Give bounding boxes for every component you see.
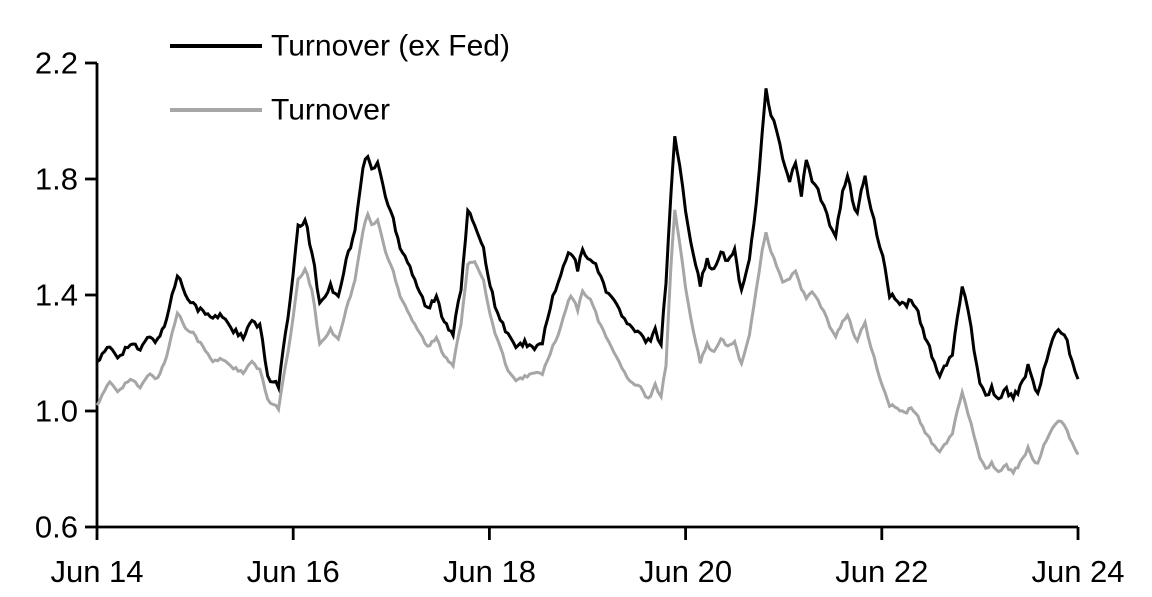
x-tick-label: Jun 22 [835,554,928,589]
x-tick-label: Jun 16 [247,554,340,589]
series-line-turnover-ex-fed [96,88,1080,403]
y-tick-label: 1.4 [35,278,78,313]
y-tick-label: 0.6 [35,510,78,545]
legend-label-turnover: Turnover [271,94,390,127]
y-tick-label: 2.2 [35,46,78,81]
series-line-turnover [95,209,1080,476]
y-tick-label: 1.0 [35,394,78,429]
y-tick-label: 1.8 [35,162,78,197]
x-tick-label: Jun 18 [443,554,536,589]
axis-lines [95,63,1078,529]
x-tick-label: Jun 14 [50,554,143,589]
x-tick-label: Jun 20 [639,554,732,589]
x-tick-label: Jun 24 [1031,554,1124,589]
legend-label-turnover-ex-fed: Turnover (ex Fed) [271,30,510,63]
